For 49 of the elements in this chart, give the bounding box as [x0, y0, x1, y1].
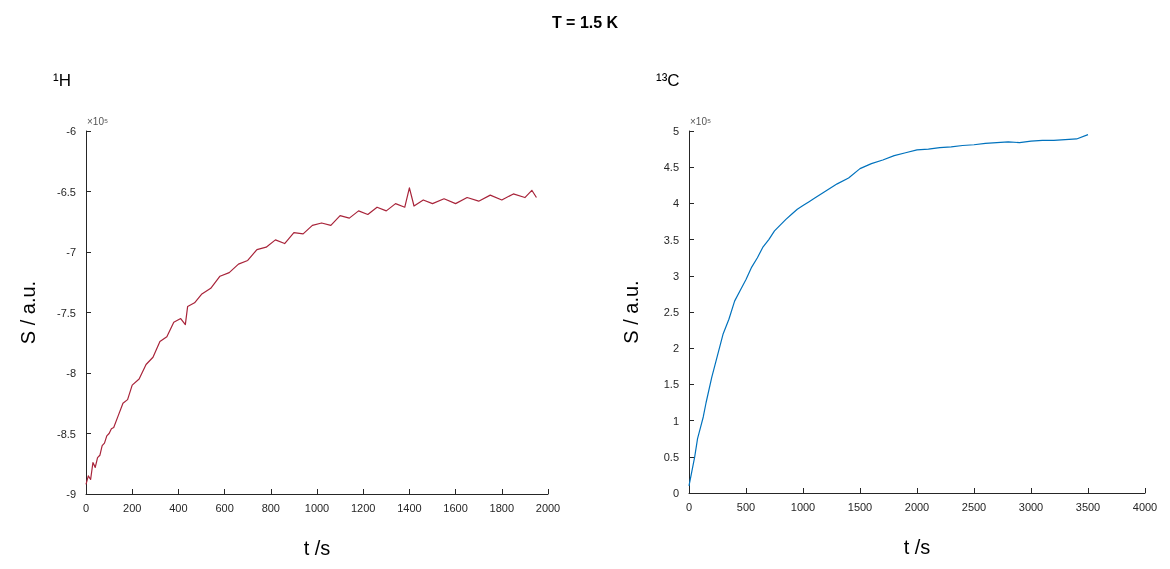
y-tick-label: 0 — [672, 487, 679, 499]
x-tick-label: 3000 — [1018, 500, 1044, 513]
x-axis-title: t /s — [903, 536, 931, 558]
y-tick-label: 3 — [672, 269, 679, 282]
x-tick-label: 500 — [736, 500, 756, 513]
x-tick-label: 2500 — [961, 500, 987, 513]
text: ×10⁵ — [87, 115, 109, 127]
y-tick-label: 2 — [672, 342, 679, 355]
y-tick-label: 1 — [672, 414, 679, 427]
y-tick-label: 1.5 — [663, 378, 679, 391]
y-tick-label: -6.5 — [57, 185, 76, 198]
y-tick-label: 4.5 — [663, 161, 679, 174]
y-tick-label: -8 — [66, 367, 76, 379]
y-tick-label: -9 — [66, 488, 76, 500]
line-series — [85, 187, 538, 485]
x-tick-label: 1400 — [397, 501, 422, 514]
y-tick-label: 2.5 — [663, 306, 679, 318]
y-tick-label: -7 — [66, 246, 76, 258]
x-tick-label: 0 — [82, 501, 90, 514]
x-tick-label: 800 — [261, 501, 280, 514]
y-tick-label: 0.5 — [663, 450, 679, 463]
y-tick-label: 4 — [672, 197, 679, 210]
text: ×10⁵ — [690, 115, 712, 127]
x-tick-label: 3500 — [1075, 500, 1101, 513]
y-axis-title: S / a.u. — [17, 280, 39, 345]
y-tick-label: 3.5 — [663, 233, 679, 246]
x-tick-label: 1800 — [489, 501, 515, 514]
x-tick-label: 1000 — [790, 500, 816, 513]
x-axis-title: t /s — [303, 537, 331, 559]
x-tick-label: 2000 — [904, 500, 930, 513]
x-tick-label: 200 — [123, 501, 142, 514]
x-tick-label: 0 — [685, 500, 693, 513]
chart-subtitle: ¹³C — [656, 71, 680, 90]
x-tick-label: 1500 — [847, 500, 873, 513]
x-tick-label: 400 — [169, 501, 188, 514]
x-tick-label: 1200 — [350, 501, 376, 514]
x-tick-label: 2000 — [535, 501, 561, 514]
line-series — [688, 134, 1089, 487]
y-tick-label: 5 — [672, 125, 679, 137]
y-tick-label: -7.5 — [57, 306, 76, 319]
y-tick-label: -8.5 — [57, 427, 76, 440]
x-tick-label: 1600 — [443, 501, 468, 514]
x-tick-label: 600 — [215, 501, 234, 514]
y-axis-title: S / a.u. — [620, 280, 642, 344]
x-tick-label: 4000 — [1132, 500, 1158, 513]
text: T = 1.5 K — [550, 14, 620, 32]
chart-subtitle: ¹H — [53, 71, 71, 90]
y-tick-label: -6 — [66, 125, 76, 137]
x-tick-label: 1000 — [304, 501, 330, 514]
